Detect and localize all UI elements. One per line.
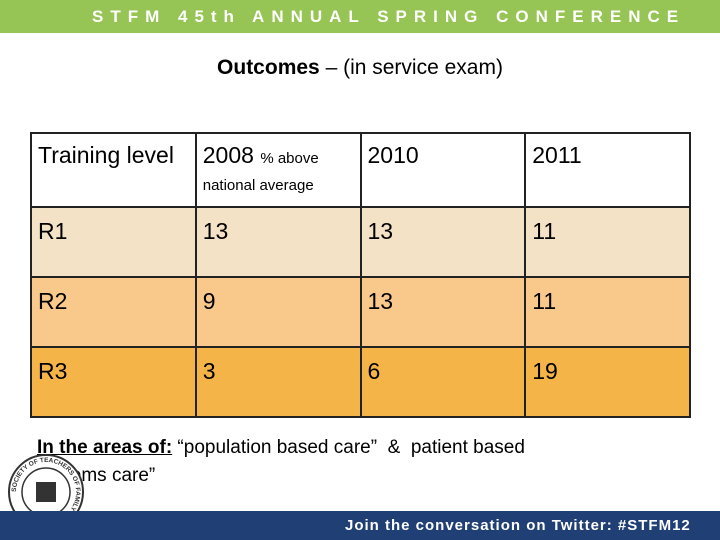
table-row: R2 9 13 11: [30, 276, 691, 348]
header-main: 2008: [202, 142, 254, 168]
note-text: “population based care” & patient based …: [37, 437, 531, 486]
footer: Join the conversation on Twitter: #STFM1…: [0, 511, 720, 540]
table-cell: 11: [524, 206, 691, 278]
table-cell: 3: [194, 346, 362, 418]
banner: STFM 45th ANNUAL SPRING CONFERENCE: [0, 0, 720, 33]
table-cell: 19: [524, 346, 691, 418]
header-cell: Training level: [30, 132, 197, 208]
table-cell: 9: [194, 276, 362, 348]
header-cell: 2010: [359, 132, 527, 208]
table-cell: 13: [359, 206, 527, 278]
title-bold: Outcomes: [217, 56, 320, 79]
table-cell: 13: [194, 206, 362, 278]
title: Outcomes – (in service exam): [0, 56, 720, 80]
table-cell: R2: [30, 276, 197, 348]
table-cell: 11: [524, 276, 691, 348]
table-row: R3 3 6 19: [30, 346, 691, 418]
outcomes-table: Training level 2008 % above national ave…: [30, 132, 691, 418]
table-cell: 6: [359, 346, 527, 418]
table-cell: 13: [359, 276, 527, 348]
table-cell: R3: [30, 346, 197, 418]
table-cell: R1: [30, 206, 197, 278]
logo-figure: [36, 482, 56, 502]
table-row: R1 13 13 11: [30, 206, 691, 278]
header-cell: 2008 % above national average: [194, 132, 362, 208]
header-note: % above national average: [202, 150, 319, 194]
note: In the areas of: “population based care”…: [37, 434, 577, 490]
footer-text: Join the conversation on Twitter: #STFM1…: [345, 517, 691, 534]
note-label: In the areas of:: [37, 437, 173, 458]
title-rest: – (in service exam): [319, 56, 503, 79]
header-row: Training level 2008 % above national ave…: [30, 132, 691, 208]
header-cell: 2011: [524, 132, 691, 208]
